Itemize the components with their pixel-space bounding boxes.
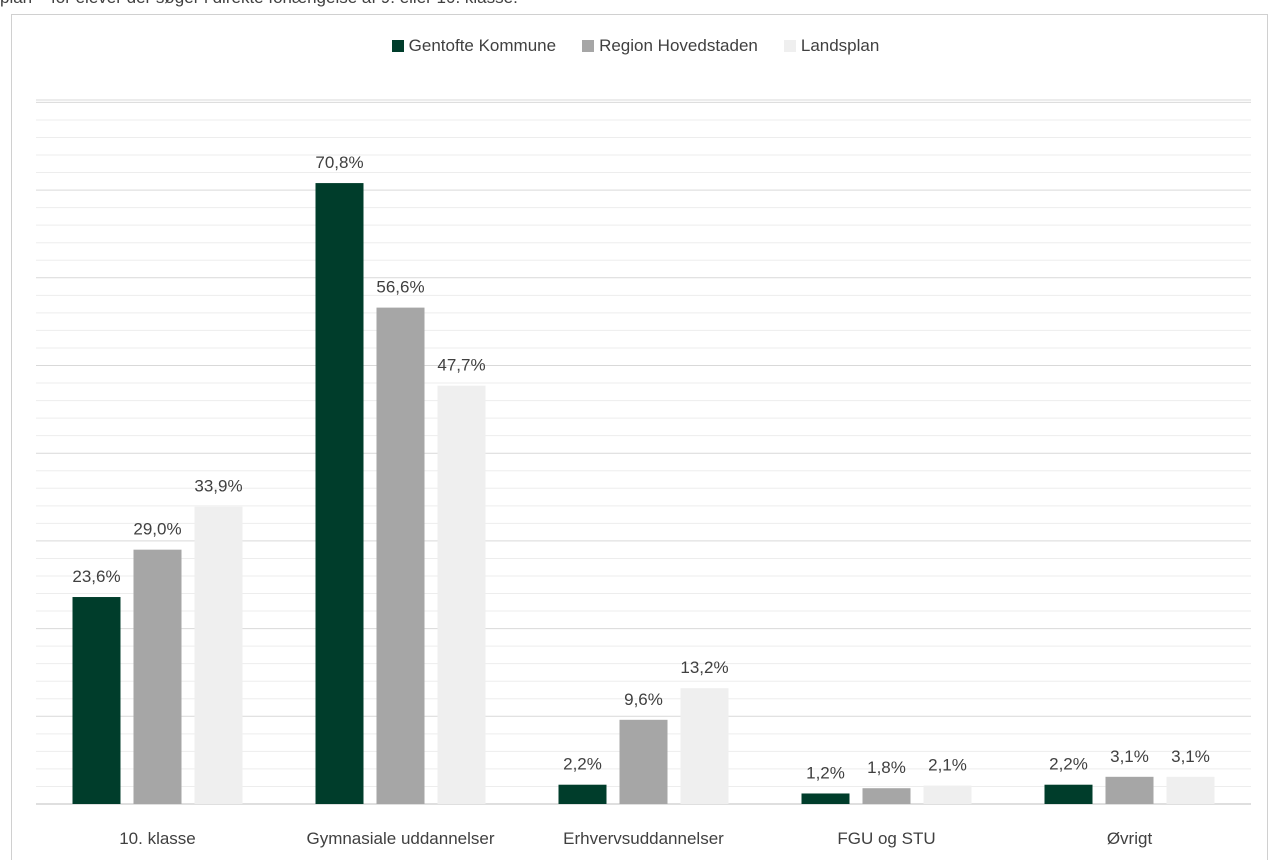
- bar-gentofte-4: [1044, 784, 1093, 804]
- data-label-gentofte-4: 2,2%: [1049, 755, 1088, 774]
- data-label-region-1: 56,6%: [376, 278, 424, 297]
- data-label-gentofte-1: 70,8%: [315, 153, 363, 172]
- legend-label-region: Region Hovedstaden: [599, 36, 758, 55]
- legend-item-region: Region Hovedstaden: [582, 36, 758, 56]
- data-label-gentofte-3: 1,2%: [806, 763, 845, 782]
- data-label-landsplan-4: 3,1%: [1171, 747, 1210, 766]
- legend-item-landsplan: Landsplan: [783, 36, 880, 56]
- data-label-gentofte-0: 23,6%: [72, 567, 120, 586]
- chart-legend: Gentofte Kommune Region Hovedstaden Land…: [0, 36, 1271, 56]
- legend-label-landsplan: Landsplan: [800, 36, 880, 55]
- figure-caption: plan – for elever der søger i direkte fo…: [0, 0, 518, 8]
- data-label-landsplan-0: 33,9%: [194, 477, 242, 496]
- x-tick-label-1: Gymnasiale uddannelser: [306, 829, 494, 848]
- data-label-region-3: 1,8%: [867, 758, 906, 777]
- bar-gentofte-2: [558, 784, 607, 804]
- data-label-region-0: 29,0%: [133, 520, 181, 539]
- x-tick-label-4: Øvrigt: [1107, 829, 1153, 848]
- bar-region-2: [619, 719, 668, 804]
- bar-gentofte-0: [72, 597, 121, 804]
- data-label-gentofte-2: 2,2%: [563, 755, 602, 774]
- data-label-landsplan-2: 13,2%: [680, 658, 728, 677]
- legend-swatch-region: [582, 40, 595, 52]
- bar-gentofte-3: [801, 793, 850, 804]
- data-label-landsplan-3: 2,1%: [928, 756, 967, 775]
- chart-bars: [72, 183, 1215, 805]
- chart-x-tick-labels: 10. klasse Gymnasiale uddannelser Erhvervs…: [119, 829, 1152, 848]
- bar-region-0: [133, 549, 182, 804]
- data-label-region-4: 3,1%: [1110, 747, 1149, 766]
- x-tick-label-2: Erhvervsuddannelser: [563, 829, 724, 848]
- data-label-region-2: 9,6%: [624, 690, 663, 709]
- data-label-landsplan-1: 47,7%: [437, 356, 485, 375]
- bar-landsplan-4: [1166, 776, 1215, 804]
- bar-landsplan-3: [923, 785, 972, 804]
- x-tick-label-0: 10. klasse: [119, 829, 196, 848]
- chart-data-labels: 23,6% 29,0% 33,9% 70,8% 56,6% 47,7% 2,2% 9,6% 13…: [72, 153, 1209, 782]
- bar-gentofte-1: [315, 183, 364, 805]
- bar-region-4: [1105, 776, 1154, 804]
- bar-landsplan-0: [194, 506, 243, 804]
- bar-landsplan-1: [437, 385, 486, 804]
- x-tick-label-3: FGU og STU: [837, 829, 935, 848]
- bar-region-1: [376, 307, 425, 804]
- legend-swatch-landsplan: [783, 40, 796, 52]
- legend-swatch-gentofte: [391, 40, 404, 52]
- legend-label-gentofte: Gentofte Kommune: [408, 36, 557, 55]
- legend-item-gentofte: Gentofte Kommune: [391, 36, 557, 56]
- bar-region-3: [862, 788, 911, 804]
- bar-landsplan-2: [680, 688, 729, 804]
